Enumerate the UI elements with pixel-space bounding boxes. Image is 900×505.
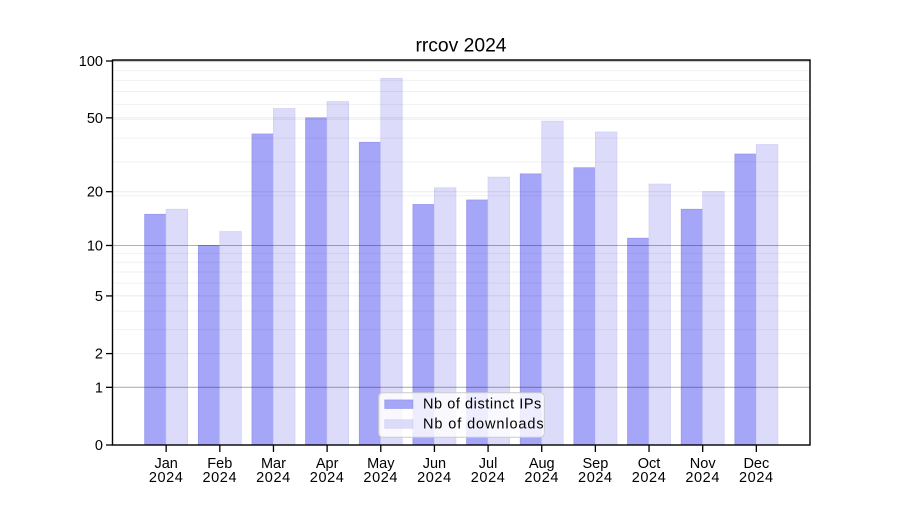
svg-text:Mar: Mar bbox=[261, 456, 286, 472]
svg-text:2024: 2024 bbox=[149, 470, 184, 486]
svg-text:2024: 2024 bbox=[524, 470, 559, 486]
svg-text:20: 20 bbox=[87, 185, 103, 201]
svg-text:Nb of downloads: Nb of downloads bbox=[423, 417, 545, 433]
svg-text:Nov: Nov bbox=[690, 456, 717, 472]
svg-text:5: 5 bbox=[95, 289, 103, 305]
svg-text:2024: 2024 bbox=[256, 470, 291, 486]
svg-text:2024: 2024 bbox=[632, 470, 667, 486]
svg-text:50: 50 bbox=[87, 111, 103, 127]
svg-text:2: 2 bbox=[95, 347, 103, 363]
svg-text:rrcov 2024: rrcov 2024 bbox=[415, 36, 506, 57]
svg-text:Jan: Jan bbox=[154, 456, 177, 472]
svg-text:1: 1 bbox=[95, 380, 103, 396]
svg-text:Jun: Jun bbox=[423, 456, 446, 472]
svg-text:Aug: Aug bbox=[529, 456, 555, 472]
svg-text:2024: 2024 bbox=[417, 470, 452, 486]
svg-text:10: 10 bbox=[87, 238, 103, 254]
svg-text:0: 0 bbox=[95, 438, 103, 454]
svg-text:2024: 2024 bbox=[310, 470, 345, 486]
svg-text:2024: 2024 bbox=[471, 470, 506, 486]
svg-text:Sep: Sep bbox=[582, 456, 608, 472]
svg-text:May: May bbox=[367, 456, 395, 472]
svg-text:Nb of distinct IPs: Nb of distinct IPs bbox=[423, 397, 542, 413]
svg-text:Oct: Oct bbox=[638, 456, 661, 472]
svg-text:2024: 2024 bbox=[739, 470, 774, 486]
svg-text:Feb: Feb bbox=[207, 456, 232, 472]
svg-text:2024: 2024 bbox=[363, 470, 398, 486]
svg-text:2024: 2024 bbox=[202, 470, 237, 486]
svg-text:2024: 2024 bbox=[578, 470, 613, 486]
svg-text:Apr: Apr bbox=[316, 456, 339, 472]
svg-text:Dec: Dec bbox=[743, 456, 769, 472]
svg-text:Jul: Jul bbox=[479, 456, 498, 472]
svg-text:100: 100 bbox=[79, 54, 103, 70]
svg-text:2024: 2024 bbox=[685, 470, 720, 486]
